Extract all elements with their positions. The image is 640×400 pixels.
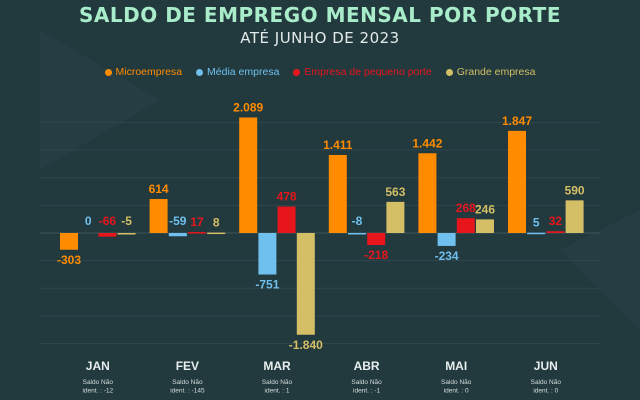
data-label-micro: 1.411 (323, 138, 353, 152)
data-label-micro: 1.442 (412, 136, 442, 150)
data-label-grande: 8 (213, 216, 220, 230)
saldo-nao-ident-note: ident. : -1 (353, 388, 380, 395)
data-label-grande: 246 (475, 202, 495, 216)
legend-label-pequeno: Empresa de pequeno porte (304, 66, 432, 78)
data-label-media: -59 (169, 214, 187, 228)
bar-pequeno (98, 233, 117, 237)
saldo-nao-ident-note: ident. : -12 (82, 388, 113, 395)
bar-pequeno (188, 232, 206, 234)
bar-grande (386, 201, 405, 233)
bar-media (527, 232, 546, 235)
data-label-pequeno: 268 (456, 201, 476, 215)
bar-grande (565, 200, 584, 233)
month-label: JUN (534, 359, 558, 373)
bar-pequeno (367, 233, 386, 246)
bar-media (348, 233, 366, 235)
saldo-nao-ident-note: Saldo Não (531, 379, 562, 386)
data-label-media: 5 (533, 216, 540, 230)
month-label: FEV (176, 359, 199, 373)
legend-label-grande: Grande empresa (456, 66, 536, 78)
legend-swatch-pequeno (293, 68, 301, 76)
chart-subtitle: ATÉ JUNHO DE 2023 (240, 29, 400, 47)
saldo-nao-ident-note: ident. : -145 (170, 388, 205, 395)
legend-item-pequeno: Empresa de pequeno porte (293, 66, 432, 78)
bar-pequeno (456, 218, 475, 233)
data-label-pequeno: -218 (364, 248, 388, 262)
legend-item-micro: Microempresa (104, 66, 183, 78)
legend-item-grande: Grande empresa (445, 66, 536, 78)
data-label-pequeno: 32 (549, 214, 563, 228)
data-label-pequeno: 478 (277, 190, 297, 204)
saldo-nao-ident-note: ident. : 0 (533, 388, 558, 395)
data-label-pequeno: -66 (99, 214, 117, 228)
data-label-grande: 590 (565, 183, 585, 197)
data-label-media: -751 (255, 278, 279, 292)
bar-micro (149, 199, 168, 233)
saldo-nao-ident-note: Saldo Não (351, 379, 382, 386)
data-label-pequeno: 17 (190, 215, 204, 229)
bar-micro (418, 153, 437, 233)
legend-swatch-micro (104, 68, 112, 76)
saldo-nao-ident-note: Saldo Não (83, 379, 114, 386)
bar-pequeno (277, 206, 296, 233)
bar-media (437, 233, 456, 246)
bar-micro (508, 130, 526, 233)
saldo-nao-ident-note: Saldo Não (172, 379, 203, 386)
legend-item-media: Média empresa (196, 66, 279, 78)
month-label: MAR (263, 359, 291, 373)
legend-label-media: Média empresa (207, 66, 280, 78)
bar-pequeno (546, 231, 565, 233)
chart-header: SALDO DE EMPREGO MENSAL POR PORTE ATÉ JU… (0, 0, 640, 47)
saldo-nao-ident-note: ident. : 1 (265, 388, 290, 395)
data-label-micro: 2.089 (233, 100, 263, 114)
data-label-media: 0 (85, 214, 92, 228)
bar-grande (207, 232, 226, 235)
saldo-nao-ident-note: Saldo Não (262, 379, 293, 386)
bar-grande (117, 233, 136, 235)
data-label-grande: 563 (385, 185, 405, 199)
month-label: ABR (354, 359, 380, 373)
bar-micro (239, 117, 258, 233)
chart-legend: Microempresa Média empresa Empresa de pe… (0, 66, 640, 78)
month-label: MAI (445, 359, 467, 373)
bar-grande (296, 233, 315, 335)
bar-grande (476, 219, 494, 233)
bar-media (168, 233, 187, 237)
legend-label-micro: Microempresa (115, 66, 183, 78)
data-label-grande: -1.840 (289, 338, 323, 352)
data-label-micro: -303 (57, 253, 81, 267)
saldo-nao-ident-note: ident. : 0 (444, 388, 469, 395)
bar-media (258, 233, 277, 275)
data-label-micro: 614 (149, 182, 169, 196)
chart-title: SALDO DE EMPREGO MENSAL POR PORTE (79, 3, 561, 27)
legend-swatch-media (196, 68, 204, 76)
data-label-grande: -5 (121, 214, 132, 228)
month-label: JAN (86, 359, 110, 373)
data-label-micro: 1.847 (502, 114, 532, 128)
data-label-media: -234 (435, 249, 459, 263)
legend-swatch-grande (445, 68, 453, 76)
saldo-nao-ident-note: Saldo Não (441, 379, 472, 386)
bar-micro (60, 233, 78, 250)
bar-micro (328, 154, 347, 233)
data-label-media: -8 (352, 214, 363, 228)
